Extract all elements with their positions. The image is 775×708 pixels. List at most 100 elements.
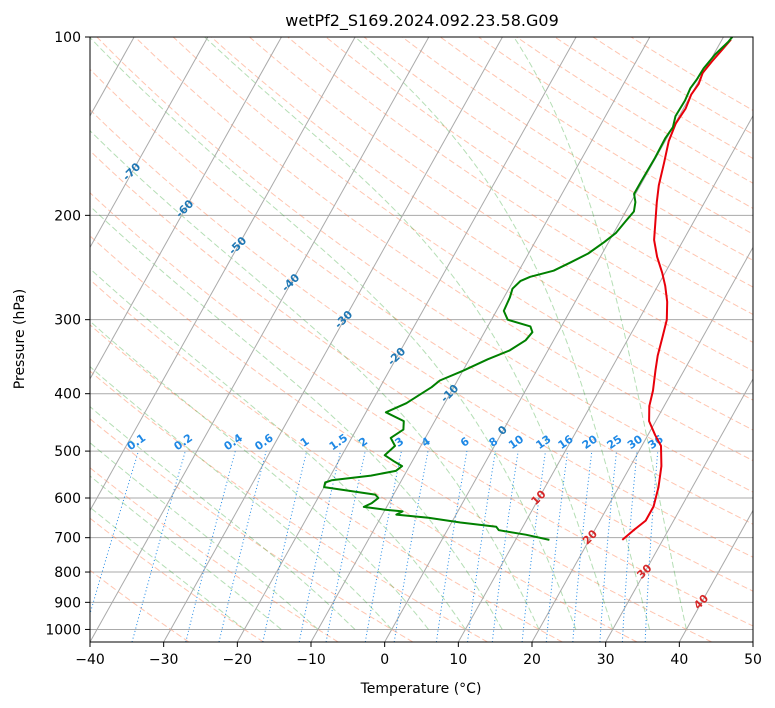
dry-adiabat-line	[90, 324, 563, 642]
y-axis: 100 200 300 400 500 600 700 800 900 1000	[45, 30, 90, 638]
dry-adiabat-line	[90, 517, 264, 642]
mixing-ratio-line	[298, 450, 341, 642]
dewpoint-profile-line	[323, 37, 734, 541]
x-tick-label: 10	[449, 652, 467, 668]
x-axis-label: Temperature (°C)	[360, 681, 482, 697]
y-axis-label: Pressure (hPa)	[12, 289, 28, 389]
moist-adiabat-line	[204, 37, 614, 630]
y-tick-label: 400	[54, 387, 81, 403]
x-tick-label: −30	[149, 652, 179, 668]
x-tick-label: 30	[597, 652, 615, 668]
x-tick-label: −20	[223, 652, 253, 668]
dry-adiabat-line	[90, 467, 339, 642]
moist-adiabat-line	[90, 205, 503, 630]
mixing-ratio-label: 30	[625, 432, 645, 452]
x-tick-label: 0	[380, 652, 389, 668]
isotherm-line	[752, 640, 753, 642]
y-tick-label: 600	[54, 491, 81, 507]
moist-adiabat-line	[90, 267, 466, 630]
mixing-ratio-label: 2	[356, 435, 370, 450]
isotherm-line	[531, 246, 753, 642]
mixing-ratio-line	[572, 451, 593, 642]
mixing-ratio-label: 16	[556, 432, 576, 452]
isotherm-line	[90, 37, 430, 642]
x-tick-label: 40	[670, 652, 688, 668]
mixing-ratio-line	[435, 451, 468, 642]
isotherm-line	[457, 114, 753, 642]
mixing-ratio-line	[599, 451, 617, 642]
isotherm-line	[0, 37, 60, 642]
isotherm-line	[678, 509, 753, 642]
mixing-ratio-line	[467, 451, 496, 642]
mixing-ratio-label: 4	[419, 434, 433, 449]
dry-adiabat-line	[325, 37, 753, 315]
dry-adiabat-line	[90, 150, 753, 592]
dry-adiabat-line	[249, 37, 753, 372]
dry-adiabat-line	[90, 279, 638, 642]
x-tick-label: −10	[296, 652, 326, 668]
dry-adiabat-line	[172, 37, 753, 431]
dry-adiabat-line	[90, 569, 190, 642]
y-tick-label: 900	[54, 595, 81, 611]
isotherm-line	[90, 37, 282, 380]
isotherm-label: -80	[67, 123, 90, 146]
mixing-ratio-line	[185, 450, 236, 642]
dry-adiabat-line	[211, 37, 753, 401]
moist-adiabat-line	[90, 506, 245, 630]
temperature-profile-line	[621, 38, 732, 541]
mixing-ratio-label: 1	[298, 435, 312, 450]
x-tick-label: 50	[744, 652, 762, 668]
plot-frame	[89, 36, 754, 643]
isotherm-label: -30	[332, 308, 355, 331]
chart-title: wetPf2_S169.2024.092.23.58.G09	[285, 11, 559, 31]
y-tick-label: 200	[54, 208, 81, 224]
mixing-ratio-line	[262, 450, 308, 642]
moist-adiabat-line	[90, 37, 577, 630]
y-tick-label: 300	[54, 313, 81, 329]
mixing-ratio-line	[621, 451, 638, 642]
isotherm-line	[90, 37, 209, 249]
moist-adiabat-line	[354, 37, 650, 630]
isotherm-line	[236, 37, 577, 642]
mixing-ratio-label: 8	[487, 435, 501, 450]
dry-adiabat-line	[90, 418, 414, 642]
dry-adiabat-line	[592, 37, 753, 135]
dry-adiabat-line	[90, 192, 753, 627]
x-tick-label: −40	[75, 652, 105, 668]
dry-adiabat-line	[440, 37, 753, 235]
dry-adiabat-line	[90, 68, 753, 525]
dry-adiabat-line	[478, 37, 753, 209]
dry-adiabat-line	[516, 37, 753, 184]
isotherm-label: -50	[226, 234, 249, 257]
moist-adiabat-line	[513, 37, 687, 630]
dry-adiabat-line	[90, 235, 712, 642]
mixing-ratio-line	[545, 451, 569, 642]
mixing-ratio-line	[393, 451, 429, 642]
mixing-ratio-line	[644, 451, 659, 642]
moist-adiabat-line	[90, 406, 356, 630]
moist-adiabat-line	[90, 130, 540, 630]
y-tick-label: 1000	[45, 622, 81, 638]
mixing-ratio-line	[491, 451, 519, 642]
mixing-ratio-label: 0.2	[172, 431, 195, 453]
mixing-ratio-line	[364, 451, 402, 642]
dry-adiabat-line	[90, 109, 753, 558]
x-axis: −40 −30 −20 −10 0 10 20 30 40 50	[75, 642, 762, 668]
x-tick-label: 20	[523, 652, 541, 668]
mixing-ratio-label: 13	[533, 433, 553, 452]
isotherm-line	[163, 37, 503, 642]
dry-adiabat-line	[134, 37, 753, 462]
y-tick-label: 100	[54, 30, 81, 46]
isotherm-line	[90, 37, 356, 512]
mixing-ratio-label: 25	[605, 432, 625, 451]
isotherm-label: -10	[438, 382, 461, 405]
mixing-ratio-line	[325, 451, 366, 642]
plot-area: 0.10.20.40.611.52346810131620253036-100-…	[0, 37, 753, 642]
isotherm-label: -60	[173, 197, 196, 220]
y-tick-label: 700	[54, 531, 81, 547]
mixing-ratio-line	[131, 450, 186, 642]
isotherm-label: -20	[385, 345, 408, 368]
mixing-ratio-line	[218, 450, 267, 642]
